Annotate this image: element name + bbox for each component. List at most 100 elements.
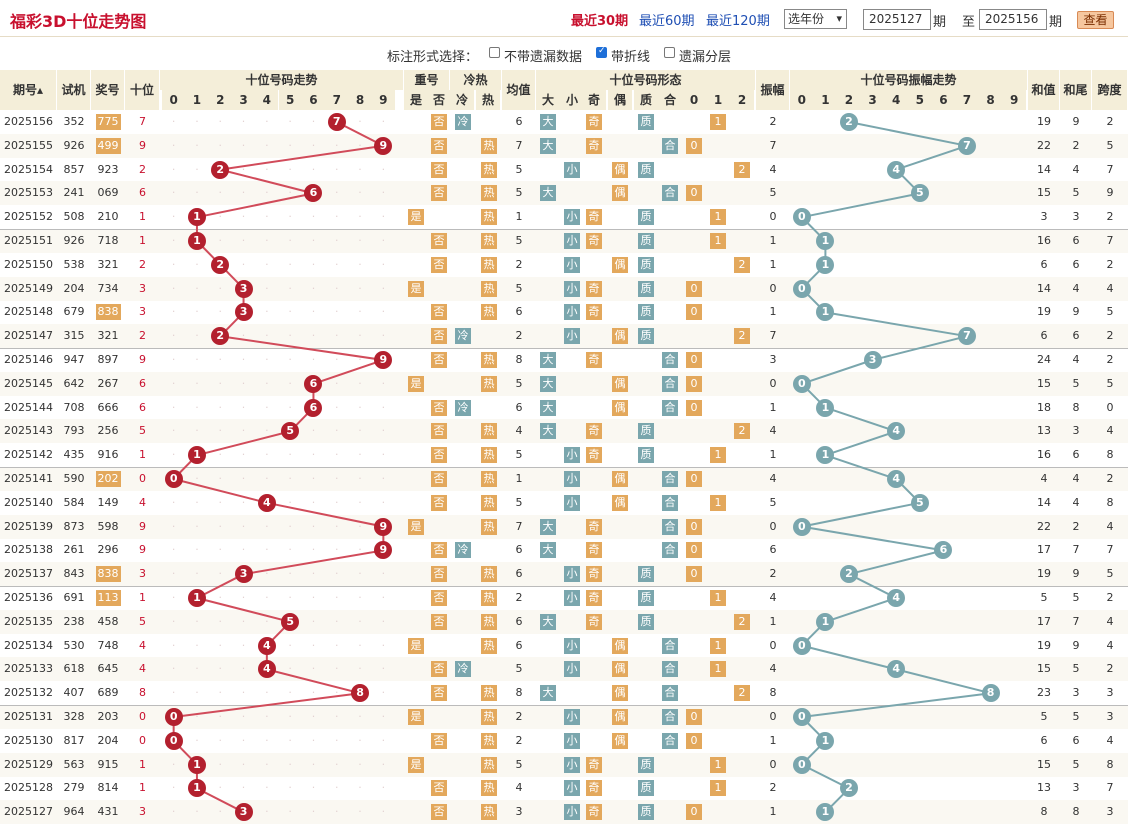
tail-cell: 4 [1072, 353, 1080, 366]
span-cell: 4 [1106, 614, 1114, 628]
trend-cell: · [265, 710, 269, 723]
tag: 小 [564, 280, 580, 297]
header-repeat: 重号 [404, 70, 450, 90]
prize-cell: 499 [91, 134, 125, 158]
amp-ball: 1 [816, 612, 835, 631]
table-row: 2025133 618 645 4 · · · · · · · · · 否冷 5 小 偶 合 1 4 15 5 2 [0, 657, 1128, 682]
repeat-no-cell: 否 [427, 538, 451, 562]
prize-cell: 267 [91, 372, 125, 396]
repeat-no-cell: 否 [427, 158, 451, 182]
mod1-cell: 1 [706, 657, 730, 681]
trend-cell: · [311, 115, 316, 128]
sum-cell: 6 [1040, 257, 1048, 271]
year-select[interactable]: 选年份 [784, 9, 847, 29]
trend-line-segment [196, 597, 291, 623]
tag: 是 [408, 518, 424, 535]
ten-cell: 2 [139, 162, 146, 176]
amp-ball: 0 [792, 208, 811, 227]
sum-cell: 4 [1040, 472, 1048, 485]
issue-cell: 2025146 [4, 353, 53, 366]
trend-cell: · [195, 519, 199, 533]
trend-cell: · [288, 376, 292, 390]
prize-number: 775 [95, 114, 121, 130]
tag: 质 [638, 423, 654, 440]
tail-cell: 6 [1072, 234, 1080, 247]
ten-cell: 1 [139, 448, 146, 462]
trend-cell: · [311, 543, 316, 557]
trend-cell: · [311, 353, 316, 366]
span-cell: 2 [1106, 257, 1114, 271]
trend-cell: · [381, 662, 386, 676]
to-issue-input[interactable]: 2025156 [979, 9, 1047, 30]
odd-cell: 奇 [582, 348, 606, 372]
tag: 否 [431, 304, 447, 321]
trend-ball: 3 [234, 279, 253, 298]
prime-cell: 质 [634, 776, 658, 800]
tag: 质 [638, 256, 654, 273]
missing-checkbox[interactable] [489, 47, 500, 58]
tail-cell: 9 [1072, 567, 1080, 581]
ten-cell: 9 [139, 519, 146, 533]
trend-cell: · [358, 567, 362, 581]
nav-recent-60[interactable]: 最近60期 [639, 14, 695, 29]
amp-cell: 0 [769, 710, 777, 723]
header-issue[interactable]: 期号▴ [0, 70, 57, 110]
cold-cell: 冷 [450, 657, 476, 681]
repeat-yes-cell: 是 [404, 753, 428, 777]
amp-cell: 7 [769, 329, 777, 343]
trend-cell: · [358, 472, 362, 485]
trend-cell: · [195, 424, 199, 438]
amp-cell: 4 [769, 472, 777, 485]
tag: 冷 [455, 328, 471, 345]
trend-cell: · [265, 567, 269, 581]
comp-cell: 合 [658, 134, 682, 158]
trend-ball: 4 [257, 660, 276, 679]
line-checkbox[interactable] [596, 46, 607, 58]
prize-cell: 149 [91, 491, 125, 515]
nav-recent-30[interactable]: 最近30期 [571, 14, 629, 29]
trend-cell: · [288, 805, 292, 819]
trend-line-segment [801, 359, 873, 385]
tag: 偶 [612, 399, 628, 416]
tag: 小 [564, 256, 580, 273]
trend-cell: · [334, 424, 339, 438]
trend-cell: · [381, 234, 386, 247]
issue-cell: 2025143 [4, 424, 53, 438]
trend-line-segment [173, 478, 268, 504]
issue-cell: 2025148 [4, 305, 53, 319]
small-cell: 小 [560, 776, 584, 800]
tag: 2 [734, 256, 750, 273]
span-cell: 8 [1106, 757, 1114, 771]
table-row: 2025142 435 916 1 · · · · · · · · · 否 热 5 小奇 质 1 1 16 6 8 [0, 443, 1128, 467]
hot-cell: 热 [476, 229, 502, 253]
amp-ball: 1 [816, 303, 835, 322]
prize-number: 499 [95, 137, 121, 154]
cold-cell: 冷 [450, 396, 476, 420]
tag: 质 [638, 161, 654, 178]
tag: 否 [431, 590, 447, 606]
from-issue-input[interactable]: 2025127 [863, 9, 931, 30]
layer-checkbox[interactable] [664, 47, 675, 58]
trend-cell: · [171, 353, 176, 366]
trend-cell: · [311, 234, 316, 247]
trend-cell: · [358, 638, 362, 652]
trend-cell: · [265, 781, 269, 795]
prize-number: 897 [97, 353, 119, 366]
header-trend-digit: 0 [162, 90, 186, 110]
sum-cell: 19 [1037, 115, 1051, 128]
trend-cell: · [358, 519, 362, 533]
trend-cell: · [311, 710, 316, 723]
tag: 质 [638, 447, 654, 464]
trend-cell: · [171, 448, 176, 462]
prime-cell: 质 [634, 443, 658, 467]
trend-ball: 1 [187, 446, 206, 465]
avg-cell: 4 [515, 781, 523, 795]
tag: 奇 [586, 590, 602, 606]
mod2-cell: 2 [730, 324, 754, 348]
nav-recent-120[interactable]: 最近120期 [706, 14, 770, 29]
trend-cell: · [334, 614, 339, 628]
header-form-sub: 偶 [608, 90, 632, 110]
tag: 质 [638, 114, 654, 130]
query-button[interactable]: 查看 [1077, 11, 1114, 29]
tag: 合 [662, 732, 678, 749]
